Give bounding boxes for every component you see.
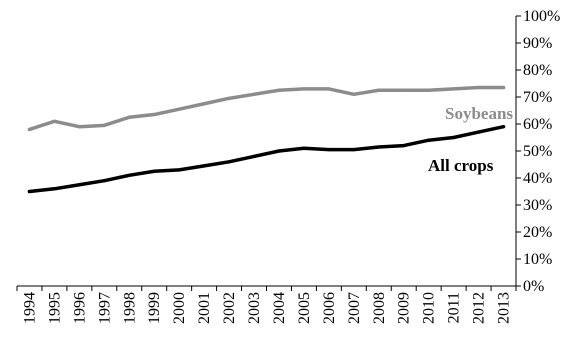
data-point [27, 189, 32, 194]
x-tick-label: 1997 [96, 292, 113, 324]
data-point [77, 125, 81, 129]
series-lines [27, 85, 506, 194]
data-point [402, 144, 406, 148]
y-tick-label: 70% [523, 89, 552, 106]
x-tick-label: 2006 [321, 292, 338, 324]
data-point [102, 123, 106, 127]
data-point [327, 87, 331, 91]
x-tick-label: 1994 [21, 292, 38, 324]
x-tick-label: 2011 [446, 292, 463, 323]
x-tick-label: 1996 [71, 292, 88, 324]
y-tick-label: 60% [523, 116, 552, 133]
y-tick-label: 20% [523, 224, 552, 241]
x-tick-label: 1999 [146, 292, 163, 324]
x-tick-label: 1998 [121, 292, 138, 324]
data-point [252, 154, 256, 158]
data-point [302, 87, 306, 91]
data-point [277, 149, 281, 153]
data-point [476, 85, 481, 90]
y-tick-label: 0% [523, 278, 544, 295]
y-tick-label: 40% [523, 170, 552, 187]
data-point [452, 135, 456, 140]
data-point [277, 88, 281, 92]
x-tick-label: 2009 [396, 292, 413, 324]
data-point [52, 119, 57, 123]
x-tick-label: 2004 [271, 292, 288, 324]
y-tick-label: 50% [523, 143, 552, 160]
data-point [202, 164, 206, 168]
data-point [27, 127, 32, 131]
x-tick-label: 2007 [346, 292, 363, 324]
data-point [152, 112, 156, 117]
data-point [102, 179, 106, 183]
y-axis-ticks: 0% 10% 20% 30% 40% 50% 60% 70% 80% 90% 100% [516, 8, 560, 295]
x-tick-label: 2003 [246, 292, 263, 324]
x-tick-label: 1995 [46, 292, 63, 324]
y-tick-label: 10% [523, 251, 552, 268]
x-tick-label: 2008 [371, 292, 388, 324]
data-point [52, 187, 57, 191]
series-label-1: All crops [428, 156, 494, 175]
data-point [202, 102, 206, 106]
data-point [352, 148, 356, 152]
data-point [127, 115, 131, 119]
series-labels: Soybeans All crops [428, 104, 513, 175]
x-tick-label: 2000 [171, 292, 188, 324]
x-tick-label: 2005 [296, 292, 313, 324]
data-point [352, 92, 356, 96]
data-point [252, 92, 256, 96]
x-tick-label: 2002 [221, 292, 238, 324]
y-tick-label: 90% [523, 35, 552, 52]
data-point [427, 138, 431, 142]
data-point [77, 183, 81, 187]
x-tick-label: 2001 [196, 292, 213, 324]
y-tick-label: 30% [523, 197, 552, 214]
data-point [127, 173, 131, 177]
data-point [501, 125, 506, 129]
series-line-0 [27, 85, 506, 132]
data-point [177, 168, 181, 172]
data-point [501, 85, 506, 90]
data-point [302, 146, 306, 150]
data-point [177, 107, 181, 111]
data-point [327, 148, 331, 152]
x-tick-label: 2012 [471, 292, 488, 324]
data-point [152, 169, 156, 173]
data-point [427, 88, 431, 92]
data-point [452, 87, 456, 91]
chart-axes [17, 16, 517, 287]
data-point [227, 96, 231, 100]
x-tick-label: 2013 [496, 292, 513, 324]
series-line-1 [27, 124, 506, 194]
data-point [377, 88, 381, 92]
y-tick-label: 100% [523, 8, 560, 25]
data-point [402, 88, 406, 92]
x-axis-ticks: 1994 1995 1996 1997 1998 1999 2000 2001 2002 2003… [16, 286, 517, 324]
data-point [227, 160, 231, 164]
y-tick-label: 80% [523, 62, 552, 79]
series-label-0: Soybeans [445, 104, 513, 123]
x-tick-label: 2010 [421, 292, 438, 324]
data-point [377, 145, 381, 149]
data-point [476, 130, 481, 134]
